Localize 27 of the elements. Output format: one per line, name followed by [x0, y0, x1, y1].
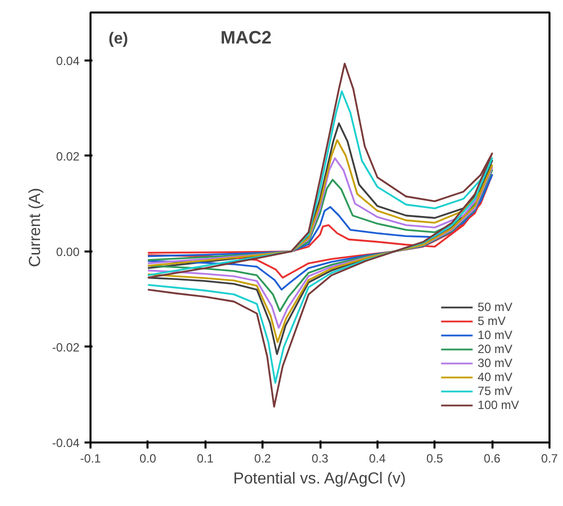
x-tick-label: 0.1	[196, 452, 214, 466]
legend-label: 100 mV	[478, 398, 519, 412]
legend-label: 10 mV	[478, 328, 512, 342]
legend-label: 20 mV	[478, 342, 512, 356]
x-tick-label: 0.3	[312, 452, 329, 466]
x-tick-label: 0.2	[254, 452, 272, 466]
x-tick-label: 0.0	[140, 452, 157, 466]
annotation: (e)	[108, 30, 128, 48]
x-tick-label: 0.7	[541, 452, 558, 466]
legend-label: 50 mV	[478, 300, 512, 314]
y-tick-label: 0.04	[56, 54, 80, 68]
y-tick-label: 0.00	[56, 244, 80, 259]
x-tick-label: 0.5	[426, 452, 444, 466]
legend-label: 40 mV	[478, 370, 512, 384]
line-series	[146, 169, 494, 312]
x-axis-title: Potential vs. Ag/AgCl (v)	[233, 470, 406, 488]
legend-label: 75 mV	[478, 384, 512, 398]
x-tick-label: 0.4	[369, 452, 386, 466]
y-axis-title: Current (A)	[27, 188, 44, 268]
text: MAC2	[220, 28, 272, 48]
y-tick-label: -0.04	[52, 436, 80, 450]
legend-label: 30 mV	[478, 356, 512, 370]
x-tick-label: 0.6	[484, 452, 501, 466]
y-tick-label: 0.02	[56, 149, 80, 164]
legend-label: 5 mV	[478, 314, 506, 328]
y-tick-label: -0.02	[52, 340, 80, 354]
x-tick-label: -0.1	[80, 452, 102, 466]
